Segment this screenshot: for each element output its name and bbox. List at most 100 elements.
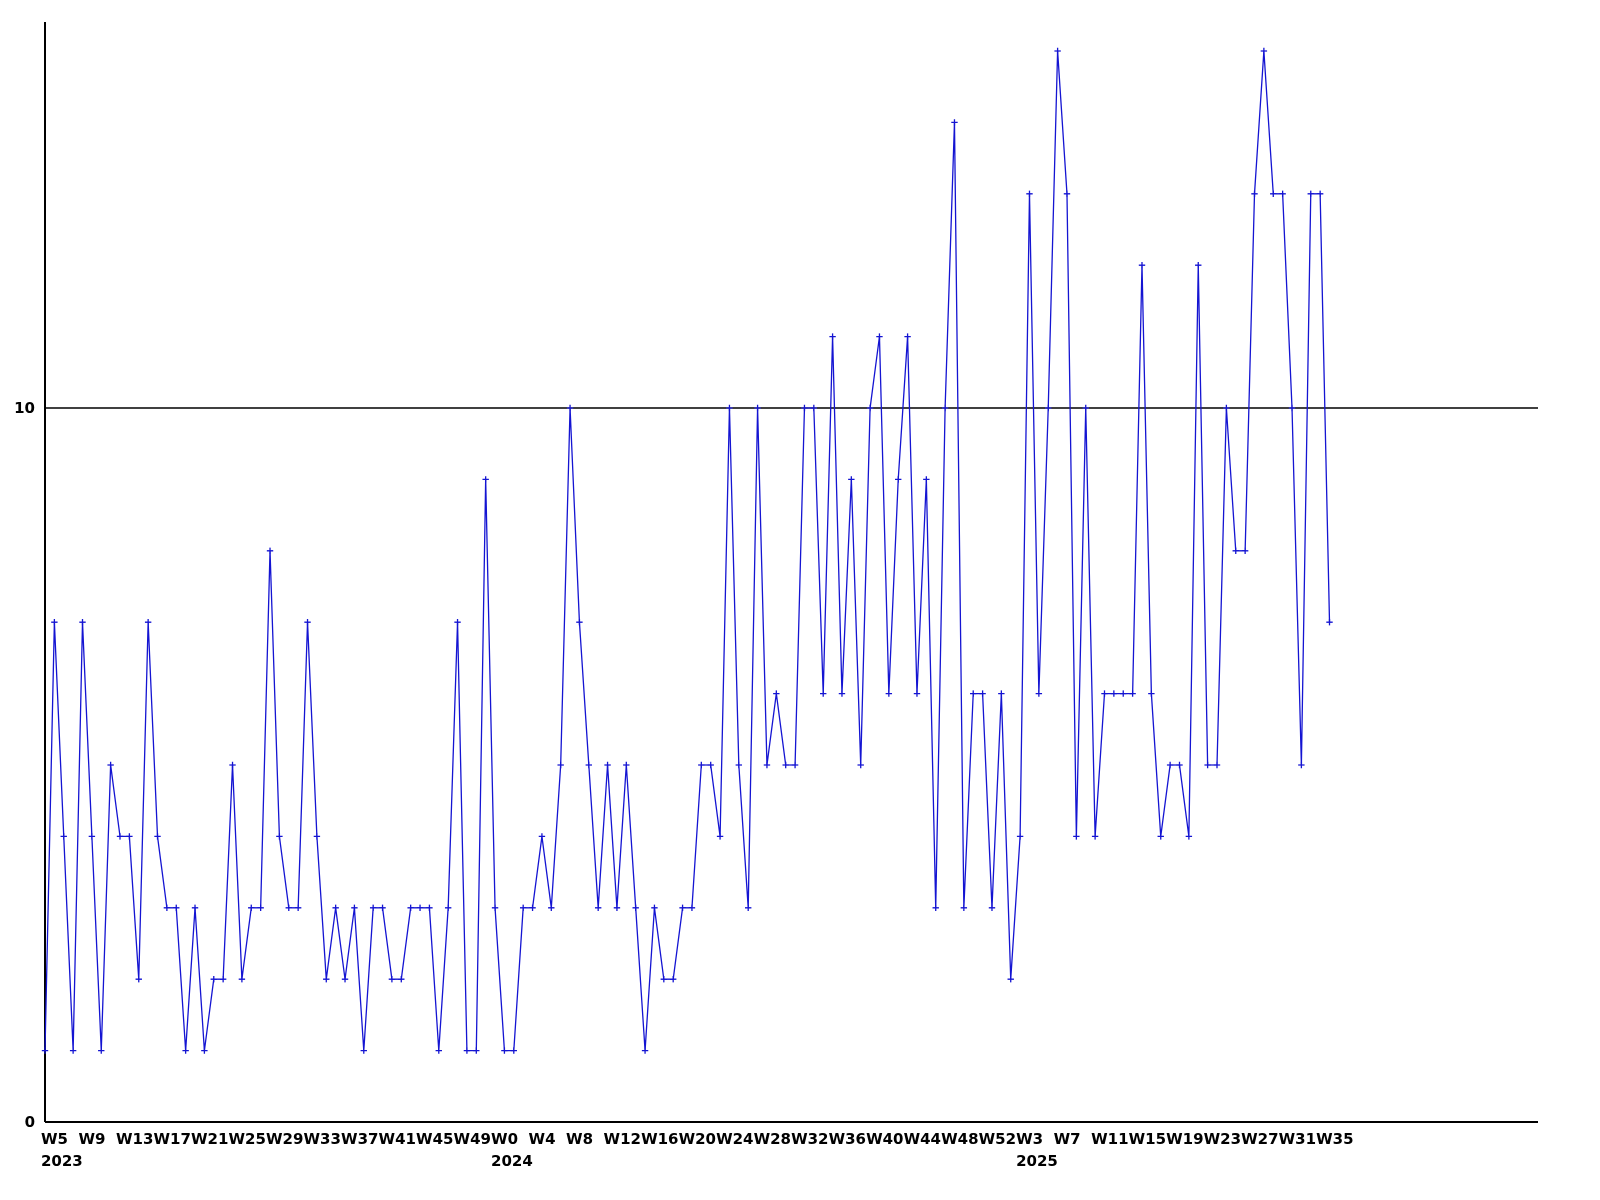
x-tick-label: W15 [1129, 1130, 1166, 1148]
data-point-marker [726, 404, 733, 412]
y-tick-label: 0 [25, 1113, 35, 1131]
data-point-marker [763, 761, 771, 769]
data-point-marker [1316, 190, 1324, 197]
data-point-marker [444, 904, 452, 911]
x-tick-label: W29 [266, 1130, 303, 1148]
data-point-marker [594, 904, 602, 911]
data-point-marker [435, 1047, 442, 1054]
data-point-marker [426, 904, 433, 911]
data-markers-group [41, 47, 1333, 1054]
x-tick-label: W27 [1241, 1130, 1278, 1148]
data-point-marker [1148, 690, 1155, 697]
x-tick-label: W13 [116, 1130, 153, 1148]
data-point-marker [1073, 833, 1080, 840]
data-point-marker [173, 904, 180, 911]
x-tick-label: W48 [941, 1130, 978, 1148]
data-point-marker [1007, 976, 1014, 983]
data-point-marker [1251, 190, 1258, 197]
x-tick-label: W21 [191, 1130, 228, 1148]
data-point-marker [1101, 690, 1108, 697]
data-series-group [44, 50, 1331, 1052]
data-point-marker [1260, 47, 1268, 55]
data-point-marker [313, 833, 321, 840]
data-point-marker [369, 904, 377, 911]
data-point-marker [979, 690, 986, 697]
data-point-marker [294, 904, 302, 911]
data-point-marker [1185, 833, 1193, 840]
y-tick-label: 10 [14, 399, 35, 417]
x-tick-label: W19 [1166, 1130, 1203, 1148]
data-point-marker [613, 904, 621, 911]
x-tick-label: W44 [904, 1130, 941, 1148]
data-point-marker [1016, 833, 1024, 840]
data-point-marker [1026, 190, 1033, 197]
data-point-marker [501, 1047, 508, 1054]
data-point-marker [1035, 690, 1043, 697]
data-point-marker [1279, 190, 1286, 197]
data-point-marker [60, 833, 67, 840]
data-point-marker [529, 904, 536, 911]
data-point-marker [651, 904, 658, 911]
data-point-marker [1082, 404, 1089, 412]
data-point-marker [576, 619, 583, 626]
x-tick-label: W17 [154, 1130, 191, 1148]
x-tick-label: W25 [229, 1130, 266, 1148]
data-point-marker [201, 1047, 208, 1054]
data-point-marker [116, 833, 124, 840]
x-tick-label: W37 [341, 1130, 378, 1148]
data-point-marker [1138, 262, 1146, 269]
x-tick-label: W40 [866, 1130, 903, 1148]
data-point-marker [1298, 761, 1305, 769]
data-point-marker [1110, 690, 1118, 697]
data-point-marker [773, 690, 780, 697]
data-point-marker [866, 404, 874, 412]
x-tick-label: W3 [1016, 1130, 1043, 1148]
data-point-marker [754, 404, 761, 412]
data-point-marker [623, 761, 630, 769]
data-point-marker [876, 333, 883, 340]
data-point-marker [1241, 547, 1249, 554]
series-line [44, 50, 1331, 1052]
x-tick-label: W8 [566, 1130, 593, 1148]
data-point-marker [491, 904, 499, 911]
x-tick-label: W9 [79, 1130, 106, 1148]
data-point-marker [416, 904, 424, 911]
x-tick-label: W31 [1279, 1130, 1316, 1148]
data-point-marker [210, 976, 217, 983]
x-tick-label: W45 [416, 1130, 453, 1148]
data-point-marker [454, 619, 461, 626]
data-point-marker [379, 904, 386, 911]
x-axis-tick-labels: W5 W9 W13 W17 W21 W25 W29 W33 W37 W41 W45 W49 W0 W4 W8… [41, 1130, 1354, 1148]
x-tick-label: W32 [791, 1130, 828, 1148]
x-tick-label: W7 [1054, 1130, 1081, 1148]
data-point-marker [698, 761, 705, 769]
data-point-marker [688, 904, 696, 911]
data-point-marker [163, 904, 171, 911]
data-point-marker [838, 690, 846, 697]
x-tick-label: W52 [979, 1130, 1016, 1148]
data-point-marker [1063, 190, 1071, 197]
y-axis-tick-labels: 0 10 [14, 399, 35, 1131]
data-point-marker [1195, 262, 1202, 269]
x-tick-label: W20 [679, 1130, 716, 1148]
data-point-marker [79, 619, 86, 626]
data-point-marker [238, 976, 246, 983]
data-point-marker [1326, 619, 1333, 626]
data-point-marker [1176, 761, 1183, 769]
data-point-marker [1232, 547, 1239, 554]
data-point-marker [510, 1047, 517, 1054]
data-point-marker [229, 761, 236, 769]
data-point-marker [970, 690, 977, 697]
x-tick-label: W16 [641, 1130, 678, 1148]
data-point-marker [285, 904, 292, 911]
data-point-marker [304, 619, 311, 626]
data-point-marker [557, 761, 564, 769]
data-point-marker [782, 761, 789, 769]
data-point-marker [1270, 190, 1277, 197]
x-tick-label: W11 [1091, 1130, 1128, 1148]
data-point-marker [679, 904, 686, 911]
x-tick-label: W35 [1316, 1130, 1353, 1148]
data-point-marker [473, 1047, 480, 1054]
data-point-marker [1166, 761, 1174, 769]
